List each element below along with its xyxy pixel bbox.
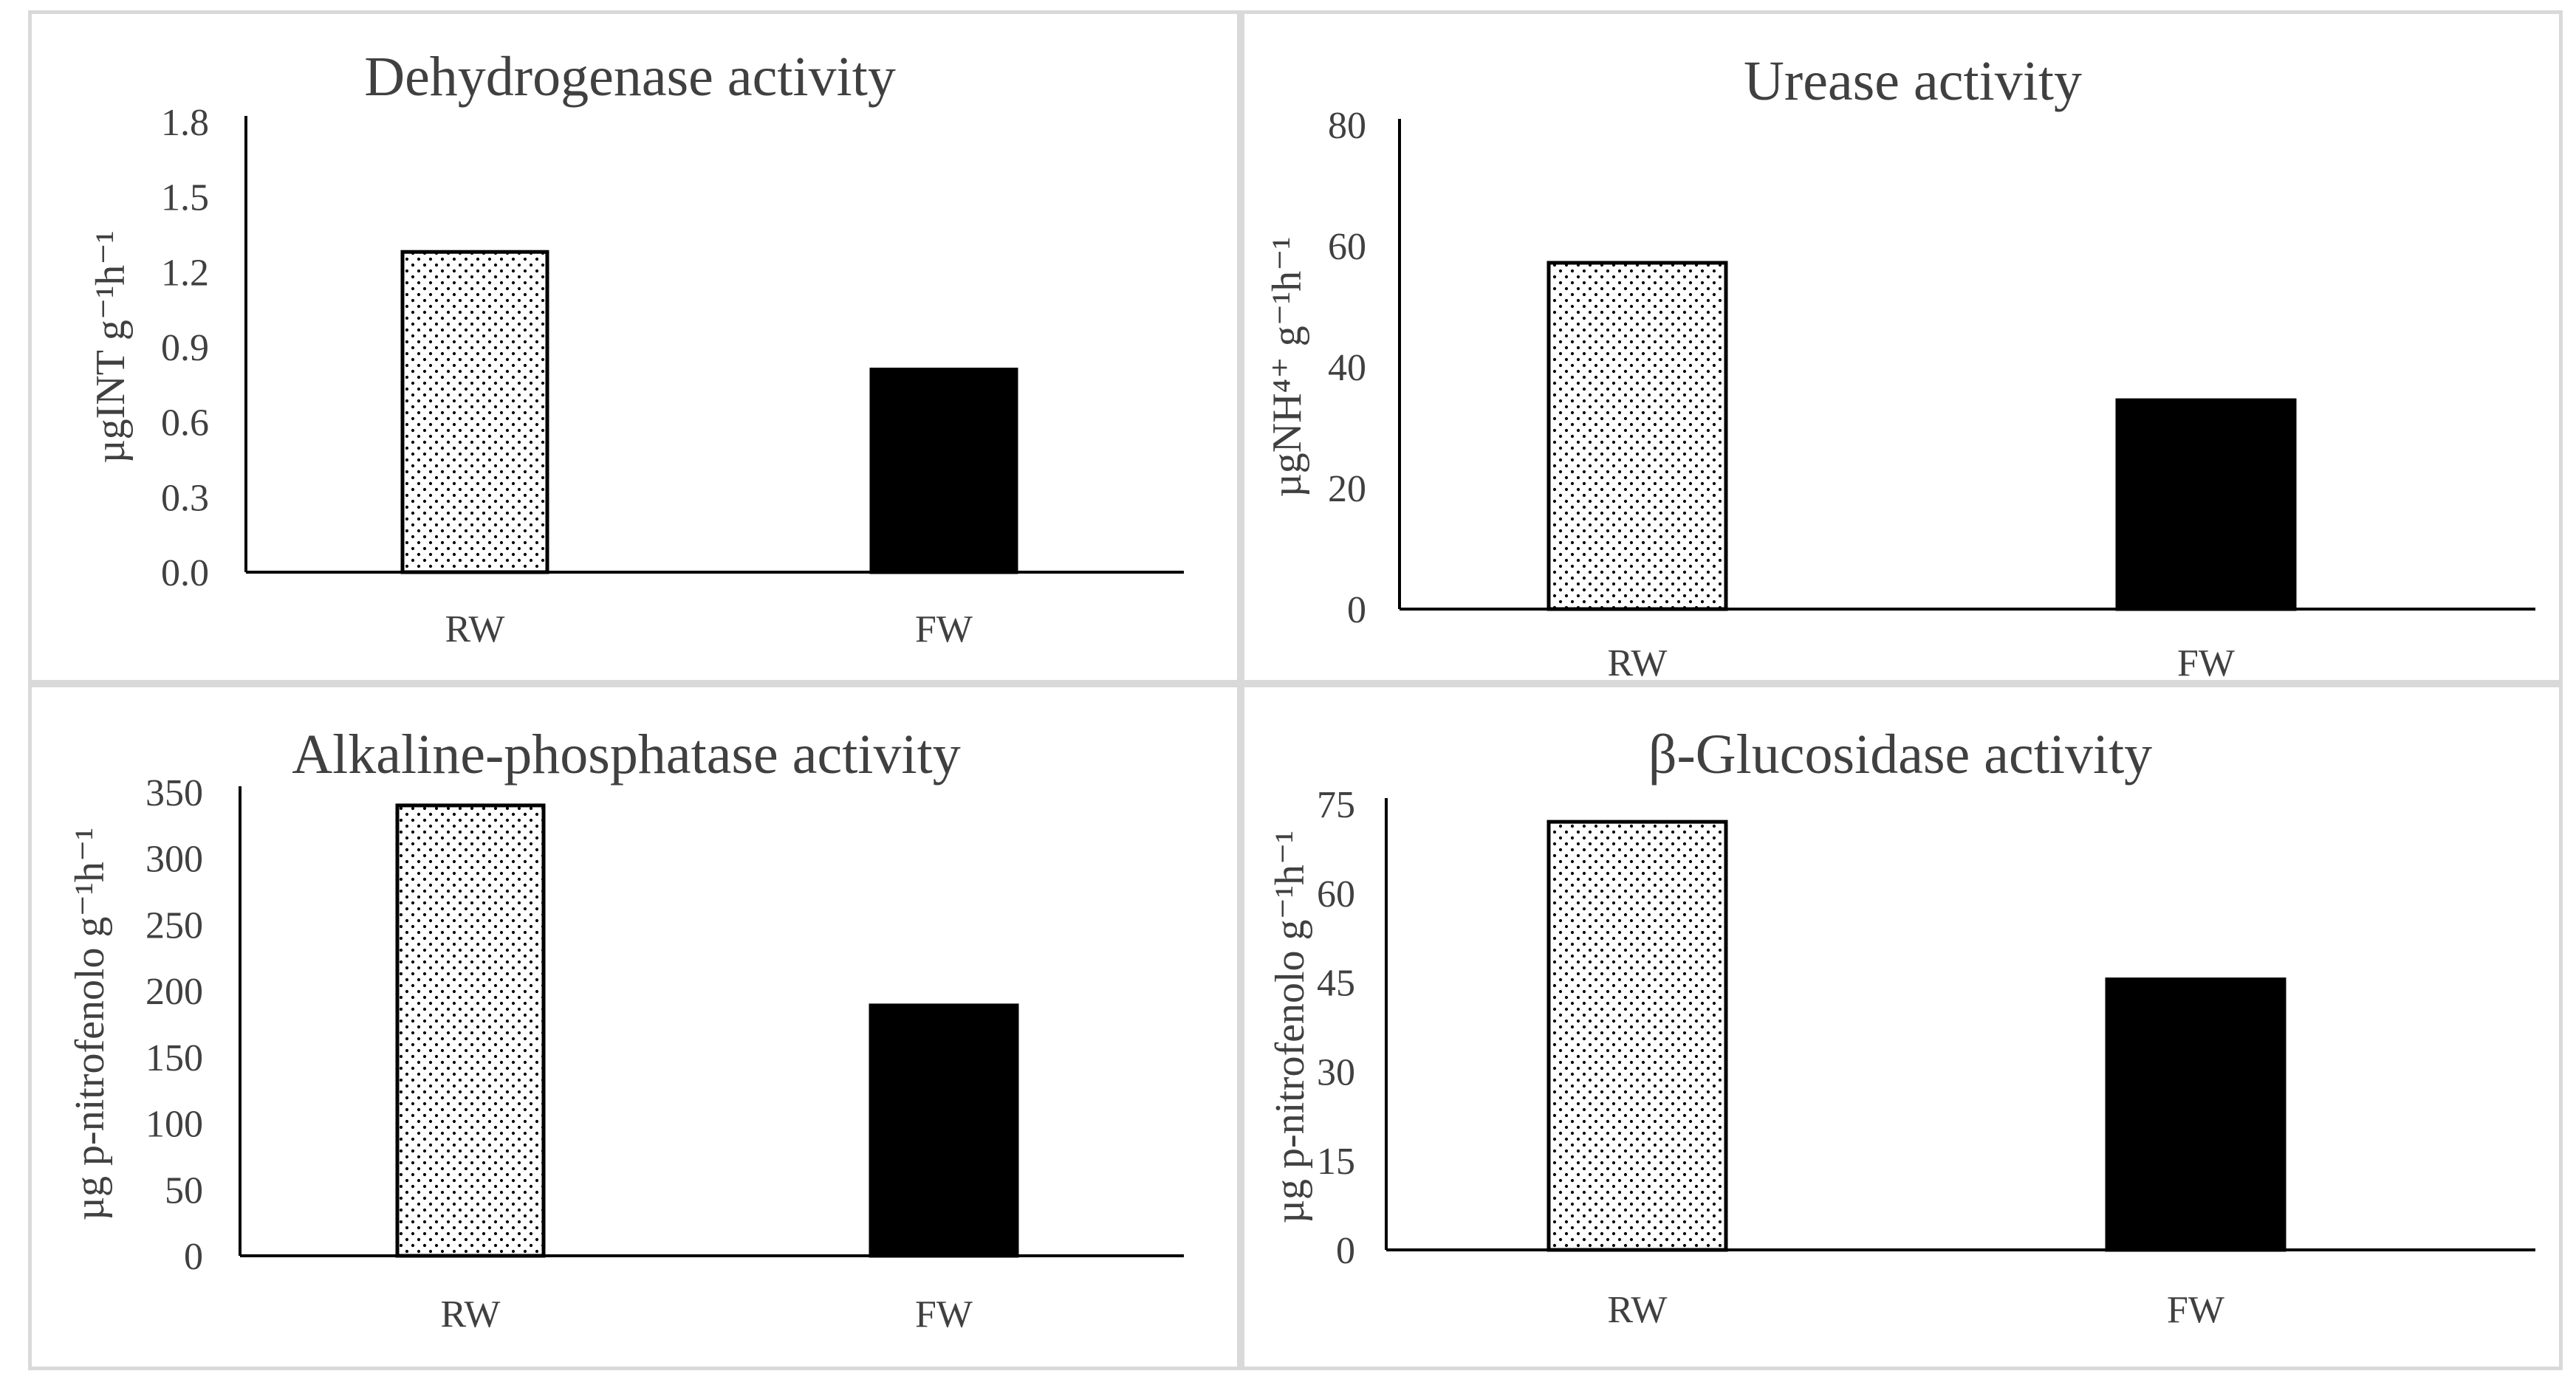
urease-category-label-rw: RW <box>1608 642 1668 680</box>
beta-glucosidase-chart: β-Glucosidase activity µg p-nitrofenolo g… <box>1267 724 2535 1331</box>
beta-glucosidase-category-label-rw: RW <box>1608 1289 1668 1331</box>
alkaline-phosphatase-y-tick-label: 300 <box>145 839 203 881</box>
dehydrogenase-category-label-fw: FW <box>915 608 973 650</box>
alkaline-phosphatase-y-tick-label: 350 <box>145 772 203 814</box>
dehydrogenase-y-axis-label: µgINT g⁻¹h⁻¹ <box>88 230 134 463</box>
beta-glucosidase-y-tick-label: 15 <box>1317 1141 1355 1183</box>
beta-glucosidase-category-label-fw: FW <box>2167 1289 2224 1331</box>
alkaline-phosphatase-category-label-rw: RW <box>441 1293 501 1336</box>
alkaline-phosphatase-y-tick-label: 100 <box>145 1104 203 1146</box>
dehydrogenase-y-tick-label: 1.5 <box>161 177 209 219</box>
dehydrogenase-y-tick-label: 0.3 <box>161 477 209 519</box>
alkaline-phosphatase-y-tick-label: 250 <box>145 904 203 946</box>
alkaline-phosphatase-y-axis-label: µg p-nitrofenolo g⁻¹h⁻¹ <box>67 828 113 1220</box>
alkaline-phosphatase-bar-rw <box>395 803 546 1258</box>
urease-y-tick-label: 60 <box>1328 226 1366 268</box>
beta-glucosidase-bar-rw <box>1546 819 1728 1252</box>
beta-glucosidase-y-tick-label: 0 <box>1336 1230 1355 1272</box>
urease-category-label-fw: FW <box>2177 642 2235 680</box>
beta-glucosidase-chart-panel: β-Glucosidase activity µg p-nitrofenolo g… <box>1241 684 2563 1370</box>
urease-bar-fw <box>2115 398 2297 611</box>
urease-chart-panel: Urease activity µgNH⁴⁺ g⁻¹h⁻¹ 0 20 40 60 80 RW F… <box>1241 10 2563 684</box>
beta-glucosidase-y-tick-label: 75 <box>1317 784 1355 826</box>
dehydrogenase-y-tick-label: 0.0 <box>161 552 209 594</box>
urease-y-axis-label: µgNH⁴⁺ g⁻¹h⁻¹ <box>1264 237 1310 498</box>
beta-glucosidase-y-axis-label: µg p-nitrofenolo g⁻¹h⁻¹ <box>1267 831 1313 1223</box>
urease-bar-rw <box>1546 261 1728 611</box>
beta-glucosidase-y-tick-label: 60 <box>1317 873 1355 915</box>
alkaline-phosphatase-y-tick-label: 0 <box>184 1236 203 1278</box>
dehydrogenase-y-tick-label: 0.9 <box>161 327 209 369</box>
urease-y-tick-label: 20 <box>1328 468 1366 510</box>
alkaline-phosphatase-y-tick-label: 150 <box>145 1037 203 1079</box>
urease-chart-title: Urease activity <box>1744 50 2082 112</box>
urease-y-tick-label: 80 <box>1328 105 1366 147</box>
alkaline-phosphatase-chart-panel: Alkaline-phosphatase activity µg p-nitrof… <box>28 684 1241 1370</box>
dehydrogenase-chart: Dehydrogenase activity µgINT g⁻¹h⁻¹ 0.0 0.3… <box>88 46 1184 650</box>
dehydrogenase-category-label-rw: RW <box>445 608 505 650</box>
beta-glucosidase-y-tick-label: 30 <box>1317 1051 1355 1093</box>
alkaline-phosphatase-y-tick-label: 50 <box>165 1169 203 1212</box>
dehydrogenase-chart-panel: Dehydrogenase activity µgINT g⁻¹h⁻¹ 0.0 0.3… <box>28 10 1241 684</box>
alkaline-phosphatase-category-label-fw: FW <box>915 1293 973 1336</box>
alkaline-phosphatase-y-tick-label: 200 <box>145 971 203 1013</box>
dehydrogenase-y-tick-label: 1.2 <box>161 252 209 294</box>
urease-chart: Urease activity µgNH⁴⁺ g⁻¹h⁻¹ 0 20 40 60 80 RW F… <box>1264 50 2535 680</box>
alkaline-phosphatase-bar-fw <box>869 1003 1019 1258</box>
beta-glucosidase-bar-fw <box>2105 977 2286 1252</box>
dehydrogenase-y-tick-label: 0.6 <box>161 402 209 444</box>
dehydrogenase-chart-title: Dehydrogenase activity <box>364 46 896 108</box>
alkaline-phosphatase-chart: Alkaline-phosphatase activity µg p-nitrof… <box>67 724 1184 1336</box>
urease-y-tick-label: 40 <box>1328 347 1366 389</box>
alkaline-phosphatase-chart-title: Alkaline-phosphatase activity <box>292 724 960 786</box>
beta-glucosidase-chart-title: β-Glucosidase activity <box>1648 724 2152 786</box>
urease-y-tick-label: 0 <box>1347 589 1366 631</box>
dehydrogenase-bar-rw <box>400 250 549 574</box>
dehydrogenase-y-tick-label: 1.8 <box>161 102 209 144</box>
beta-glucosidase-y-tick-label: 45 <box>1317 963 1355 1005</box>
dehydrogenase-bar-fw <box>869 368 1018 574</box>
